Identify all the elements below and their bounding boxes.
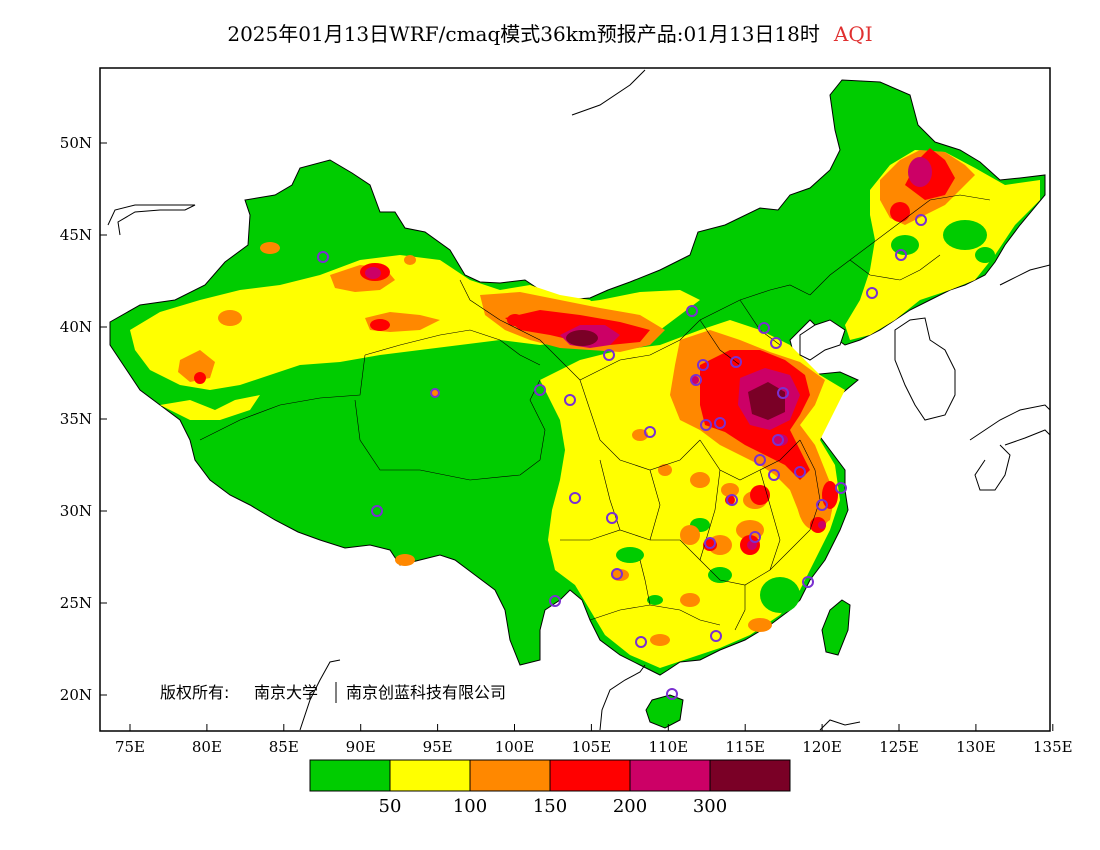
lon-tick-label: 110E	[649, 738, 689, 756]
neighbor-coastlines	[107, 69, 1050, 731]
copyright-org1: 南京大学	[254, 683, 318, 702]
legend-label: 50	[379, 796, 402, 817]
lon-tick-label: 90E	[346, 738, 376, 756]
aqi-good-patches	[616, 220, 995, 613]
lat-tick-label: 45N	[60, 226, 92, 244]
aqi-legend: 50 100 150 200 300	[309, 759, 791, 817]
legend-swatch	[709, 759, 791, 792]
station-markers	[317, 214, 927, 700]
lon-tick-label: 135E	[1033, 738, 1073, 756]
title-aqi-label: AQI	[833, 22, 873, 46]
lon-tick-label: 130E	[956, 738, 996, 756]
legend-swatch	[389, 759, 471, 792]
lat-tick-label: 35N	[60, 410, 92, 428]
lat-tick-label: 50N	[60, 134, 92, 152]
lon-tick-label: 125E	[879, 738, 919, 756]
lon-tick-label: 105E	[572, 738, 612, 756]
lon-tick-label: 120E	[802, 738, 842, 756]
lon-tick-label: 75E	[115, 738, 145, 756]
legend-swatch	[309, 759, 391, 792]
lon-tick-label: 115E	[725, 738, 765, 756]
aqi-hazardous-zones	[566, 330, 785, 420]
taiwan-land	[821, 599, 851, 656]
copyright-prefix: 版权所有:	[160, 683, 229, 702]
bohai-sea	[799, 319, 846, 361]
legend-swatch	[469, 759, 551, 792]
legend-label: 300	[693, 796, 727, 817]
lon-tick-label: 80E	[192, 738, 222, 756]
legend-label: 200	[613, 796, 647, 817]
lat-tick-label: 20N	[60, 686, 92, 704]
lat-tick-label: 25N	[60, 594, 92, 612]
lat-tick-label: 40N	[60, 318, 92, 336]
lon-tick-label: 85E	[269, 738, 299, 756]
map-frame-border	[99, 67, 1051, 732]
map-layers	[107, 69, 1050, 731]
lat-tick-label: 30N	[60, 502, 92, 520]
copyright-org2: 南京创蓝科技有限公司	[346, 683, 506, 702]
hainan-land	[645, 694, 684, 729]
latitude-axis: 50N 45N 40N 35N 30N 25N 20N	[60, 134, 107, 704]
lon-tick-label: 95E	[423, 738, 453, 756]
title-main: 2025年01月13日WRF/cmaq模式36km预报产品:01月13日18时	[227, 22, 820, 46]
map-title: 2025年01月13日WRF/cmaq模式36km预报产品:01月13日18时 A…	[0, 18, 1100, 47]
legend-label: 150	[533, 796, 567, 817]
province-boundaries	[199, 194, 991, 631]
legend-swatch	[629, 759, 711, 792]
legend-label: 100	[453, 796, 487, 817]
lon-tick-label: 100E	[495, 738, 535, 756]
longitude-axis: 75E 80E 85E 90E 95E 100E 105E 110E 115E 120E 125E 1…	[115, 724, 1073, 756]
legend-swatch	[549, 759, 631, 792]
